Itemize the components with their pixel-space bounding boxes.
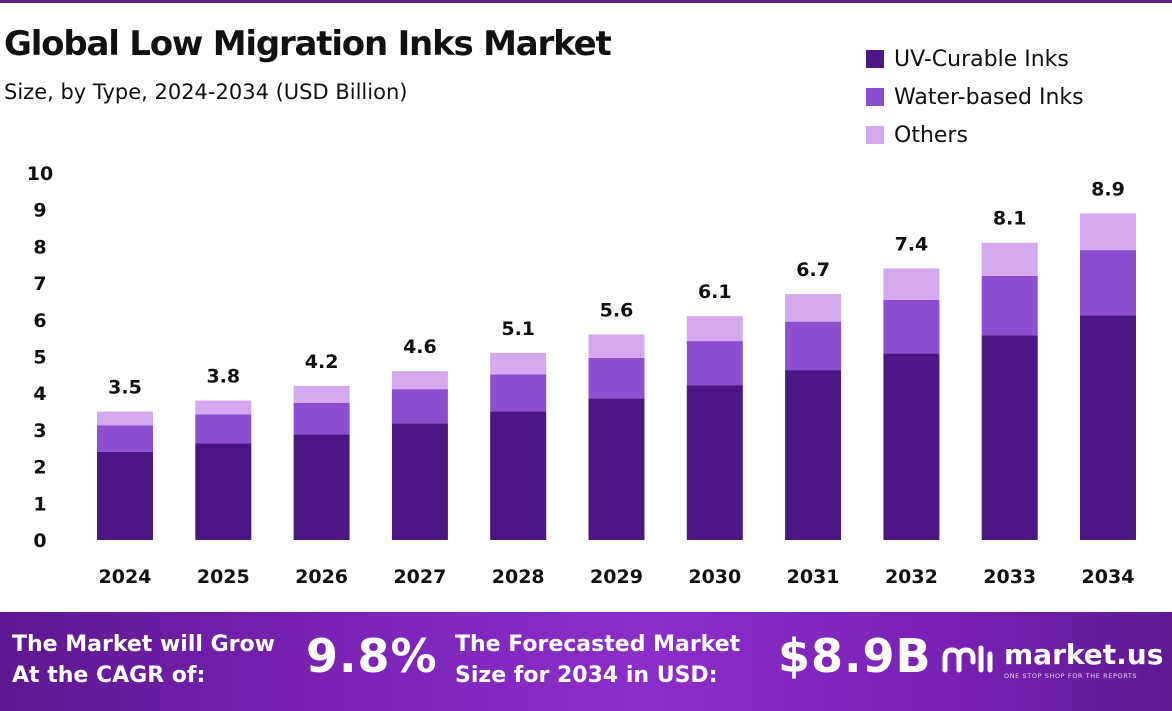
bar-segment-others [981, 242, 1038, 276]
x-tick-label: 2032 [885, 566, 938, 588]
y-tick-label: 4 [33, 383, 46, 405]
bar-total-label: 3.5 [108, 377, 142, 399]
forecast-caption-line1: The Forecasted Market [455, 632, 741, 657]
bar-segment-others [293, 385, 350, 403]
bar-segment-uv-curable [588, 398, 645, 540]
y-tick-label: 10 [27, 163, 53, 185]
market-us-logo-icon [942, 645, 993, 673]
legend-label-uv-curable: UV-Curable Inks [894, 46, 1069, 72]
bar-segment-water-based [293, 402, 350, 435]
cagr-value: 9.8% [306, 629, 438, 683]
bar-segment-water-based [97, 425, 153, 452]
bar-segment-others [391, 371, 448, 390]
cagr-caption: The Market will Grow At the CAGR of: [12, 629, 275, 691]
x-tick-label: 2029 [590, 566, 643, 588]
x-tick-label: 2025 [197, 566, 250, 588]
bar-total-label: 6.1 [698, 281, 732, 303]
forecast-caption-line2: Size for 2034 in USD: [455, 663, 718, 688]
legend-swatch-water-based [866, 88, 884, 106]
bar-segment-water-based [1080, 250, 1136, 316]
brand-tagline: ONE STOP SHOP FOR THE REPORTS [1004, 672, 1138, 680]
bar-segment-uv-curable [391, 423, 448, 540]
legend-swatch-uv-curable [866, 50, 884, 68]
top-rule [0, 0, 1172, 3]
cagr-caption-line1: The Market will Grow [12, 632, 275, 657]
x-tick-label: 2030 [688, 566, 741, 588]
bar-segment-others [490, 352, 547, 375]
legend-swatch-others [866, 126, 884, 144]
chart-title: Global Low Migration Inks Market [4, 24, 612, 64]
bar-segment-others [195, 400, 252, 415]
y-tick-label: 6 [33, 310, 46, 332]
x-tick-label: 2024 [99, 566, 152, 588]
bar-segment-water-based [588, 357, 645, 399]
bar-total-label: 7.4 [895, 233, 929, 255]
bar-segment-uv-curable [883, 353, 940, 540]
cagr-caption-line2: At the CAGR of: [12, 663, 206, 688]
y-tick-label: 3 [33, 420, 46, 442]
bar-segment-water-based [490, 374, 547, 412]
bar-segment-water-based [686, 341, 743, 386]
forecast-caption: The Forecasted Market Size for 2034 in U… [455, 629, 740, 691]
bar-segment-uv-curable [1080, 315, 1136, 540]
x-tick-label: 2033 [983, 566, 1036, 588]
bar-total-label: 5.1 [501, 318, 535, 340]
bar-segment-water-based [785, 321, 842, 371]
bar-segment-uv-curable [97, 451, 153, 540]
bar-total-label: 4.2 [305, 351, 339, 373]
total-labels: 3.5 3.8 4.2 4.6 5.1 5.6 6.1 6.7 7.4 8.1 8.9 [108, 178, 1125, 398]
legend-item-uv-curable: UV-Curable Inks [866, 40, 1084, 78]
bar-segment-water-based [195, 414, 252, 444]
x-tick-label: 2034 [1082, 566, 1135, 588]
y-tick-label: 9 [33, 200, 46, 222]
legend: UV-Curable Inks Water-based Inks Others [866, 40, 1084, 154]
bar-segment-uv-curable [490, 411, 547, 540]
bar-segment-uv-curable [981, 335, 1038, 540]
bar-total-label: 5.6 [600, 299, 634, 321]
y-tick-label: 7 [33, 273, 46, 295]
legend-label-others: Others [894, 122, 968, 148]
x-tick-label: 2027 [393, 566, 446, 588]
y-tick-label: 1 [33, 493, 46, 515]
bars [97, 213, 1136, 540]
legend-item-others: Others [866, 116, 1084, 154]
y-tick-label: 8 [33, 236, 46, 258]
bar-segment-uv-curable [195, 443, 252, 540]
forecast-value: $8.9B [778, 629, 932, 683]
legend-label-water-based: Water-based Inks [894, 84, 1084, 110]
stacked-bar-chart: 0 1 2 3 4 5 6 7 8 9 10 3.5 3.8 4.2 4.6 5.1 5.6 6.1 6.7 7.4… [27, 163, 1136, 588]
y-axis: 0 1 2 3 4 5 6 7 8 9 10 [27, 163, 53, 552]
bar-total-label: 4.6 [403, 336, 437, 358]
x-tick-label: 2031 [787, 566, 840, 588]
bar-total-label: 6.7 [796, 259, 830, 281]
brand-logo: market.us ONE STOP SHOP FOR THE REPORTS [940, 640, 1163, 680]
bar-segment-others [1080, 213, 1136, 251]
brand-name: market.us [1004, 638, 1164, 671]
bar-total-label: 8.1 [993, 208, 1027, 230]
bar-segment-others [97, 411, 153, 426]
bar-segment-uv-curable [686, 385, 743, 540]
bar-segment-uv-curable [293, 434, 350, 540]
bar-segment-water-based [981, 275, 1038, 336]
bar-segment-others [883, 268, 940, 300]
bar-total-label: 8.9 [1091, 178, 1125, 200]
bar-total-label: 3.8 [206, 366, 240, 388]
y-tick-label: 5 [33, 347, 46, 369]
bar-segment-water-based [883, 299, 940, 354]
bar-segment-uv-curable [785, 370, 842, 540]
y-tick-label: 2 [33, 457, 46, 479]
footer-banner: The Market will Grow At the CAGR of: 9.8… [0, 612, 1172, 711]
x-tick-label: 2028 [492, 566, 545, 588]
x-tick-label: 2026 [295, 566, 348, 588]
y-tick-label: 0 [33, 530, 46, 552]
legend-item-water-based: Water-based Inks [866, 78, 1084, 116]
bar-segment-water-based [391, 389, 448, 424]
bar-segment-others [588, 334, 645, 358]
bar-segment-others [686, 316, 743, 342]
chart-subtitle: Size, by Type, 2024-2034 (USD Billion) [4, 80, 408, 104]
x-axis: 2024 2025 2026 2027 2028 2029 2030 2031 2032 2033… [99, 566, 1135, 588]
bar-segment-others [785, 294, 842, 322]
